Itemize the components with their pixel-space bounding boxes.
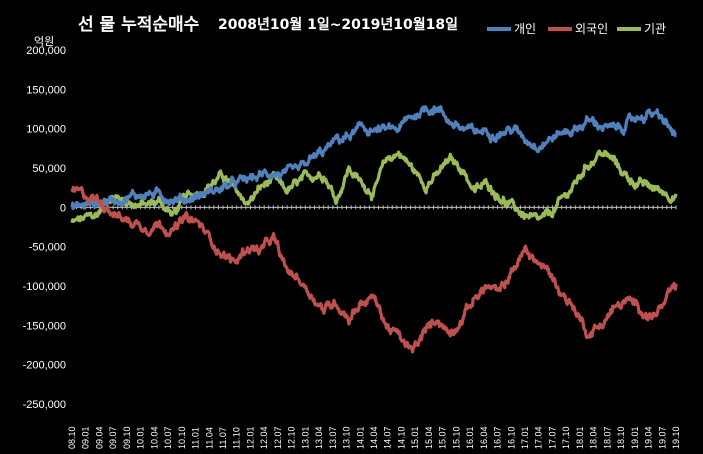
x-tick-label: 19.01 xyxy=(630,426,640,449)
x-tick-label: 14.07 xyxy=(383,426,393,449)
x-tick-label: 12.04 xyxy=(259,426,269,449)
y-axis: 200,000 150,000 100,000 50,000 0 -50,000 -100,… xyxy=(23,45,66,411)
x-tick-label: 12.01 xyxy=(245,426,255,449)
x-tick-label: 11.07 xyxy=(218,427,228,449)
chart-title-main: 선 물 누적순매수 xyxy=(78,15,200,35)
x-tick-label: 09.10 xyxy=(122,426,132,449)
x-tick-label: 13.07 xyxy=(328,426,338,449)
chart-title-period: 2008년10월 1일~2019년10월18일 xyxy=(218,16,458,33)
x-tick-label: 17.07 xyxy=(547,426,557,449)
x-tick-label: 12.10 xyxy=(287,426,297,449)
x-tick-label: 19.10 xyxy=(671,426,681,449)
x-tick-label: 11.01 xyxy=(191,427,201,449)
x-tick-label: 18.07 xyxy=(602,426,612,449)
x-tick-label: 19.07 xyxy=(657,426,667,449)
x-tick-label: 10.04 xyxy=(149,426,159,449)
y-tick-label: -100,000 xyxy=(23,281,66,293)
y-tick-label: -150,000 xyxy=(23,320,66,332)
x-tick-label: 17.10 xyxy=(561,426,571,449)
y-tick-label: -50,000 xyxy=(29,242,66,254)
x-tick-label: 16.01 xyxy=(465,426,475,449)
x-tick-label: 15.01 xyxy=(410,426,420,449)
x-tick-label: 11.04 xyxy=(204,427,214,449)
x-tick-label: 09.04 xyxy=(94,426,104,449)
x-tick-label: 19.04 xyxy=(644,426,654,449)
series-line-0 xyxy=(70,105,677,211)
x-tick-label: 13.04 xyxy=(314,426,324,449)
x-tick-label: 12.07 xyxy=(273,426,283,449)
x-tick-label: 09.01 xyxy=(81,426,91,449)
series-line-2 xyxy=(70,149,678,224)
x-tick-label: 10.10 xyxy=(177,426,187,449)
legend-label: 외국인 xyxy=(575,22,608,36)
x-tick-label: 08.10 xyxy=(67,426,77,449)
legend-label: 개인 xyxy=(514,22,536,36)
x-tick-label: 18.01 xyxy=(575,426,585,449)
x-tick-label: 09.07 xyxy=(108,426,118,449)
x-tick-label: 16.07 xyxy=(493,426,503,449)
x-tick-label: 15.10 xyxy=(451,426,461,449)
series-layer xyxy=(70,105,678,354)
legend: 개인 외국인 기관 xyxy=(487,22,666,36)
x-tick-label: 10.07 xyxy=(163,426,173,449)
y-tick-label: -200,000 xyxy=(23,360,66,372)
x-tick-label: 13.01 xyxy=(300,426,310,449)
x-axis: 08.10 09.01 09.04 09.07 09.10 10.01 10.04 10.07… xyxy=(67,205,681,449)
unit-label: 억원 xyxy=(34,35,54,48)
x-tick-label: 15.07 xyxy=(438,426,448,449)
y-tick-label: 0 xyxy=(60,202,66,214)
y-tick-label: 200,000 xyxy=(26,45,66,57)
x-tick-label: 11.10 xyxy=(232,427,242,449)
x-tick-label: 18.10 xyxy=(616,426,626,449)
x-tick-label: 15.04 xyxy=(424,426,434,449)
legend-label: 기관 xyxy=(644,22,666,36)
x-tick-label: 14.04 xyxy=(369,426,379,449)
x-tick-label: 18.04 xyxy=(589,426,599,449)
series-line-1 xyxy=(70,185,678,354)
y-tick-label: 150,000 xyxy=(26,84,66,96)
x-tick-label: 14.10 xyxy=(396,426,406,449)
y-tick-label: -250,000 xyxy=(23,399,66,411)
x-tick-label: 13.10 xyxy=(342,426,352,449)
y-tick-label: 100,000 xyxy=(26,124,66,136)
x-tick-label: 16.04 xyxy=(479,426,489,449)
x-tick-label: 17.01 xyxy=(520,426,530,449)
x-tick-label: 17.04 xyxy=(534,426,544,449)
x-tick-label: 16.10 xyxy=(506,426,516,449)
x-tick-label: 10.01 xyxy=(136,426,146,449)
x-tick-label: 14.01 xyxy=(355,426,365,449)
y-tick-label: 50,000 xyxy=(32,163,66,175)
